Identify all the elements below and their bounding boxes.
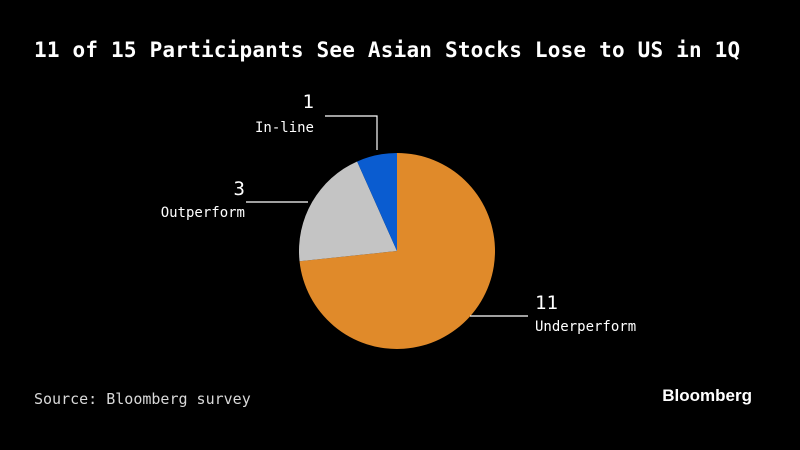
bloomberg-logo: Bloomberg (662, 386, 752, 405)
slice-label-in-line: In-line (255, 120, 314, 136)
slice-value-outperform: 3 (234, 178, 245, 200)
source-note: Source: Bloomberg survey (34, 390, 251, 408)
slice-label-underperform: Underperform (535, 319, 636, 335)
pie-slice-in-line (357, 153, 397, 251)
leader-line-in-line (325, 115, 378, 150)
chart-title: 11 of 15 Participants See Asian Stocks L… (34, 38, 741, 62)
slice-value-underperform: 11 (535, 292, 558, 314)
slice-label-outperform: Outperform (161, 205, 245, 221)
pie-slice-outperform (299, 161, 397, 262)
slice-value-in-line: 1 (303, 91, 314, 113)
pie-slice-underperform (299, 153, 495, 349)
